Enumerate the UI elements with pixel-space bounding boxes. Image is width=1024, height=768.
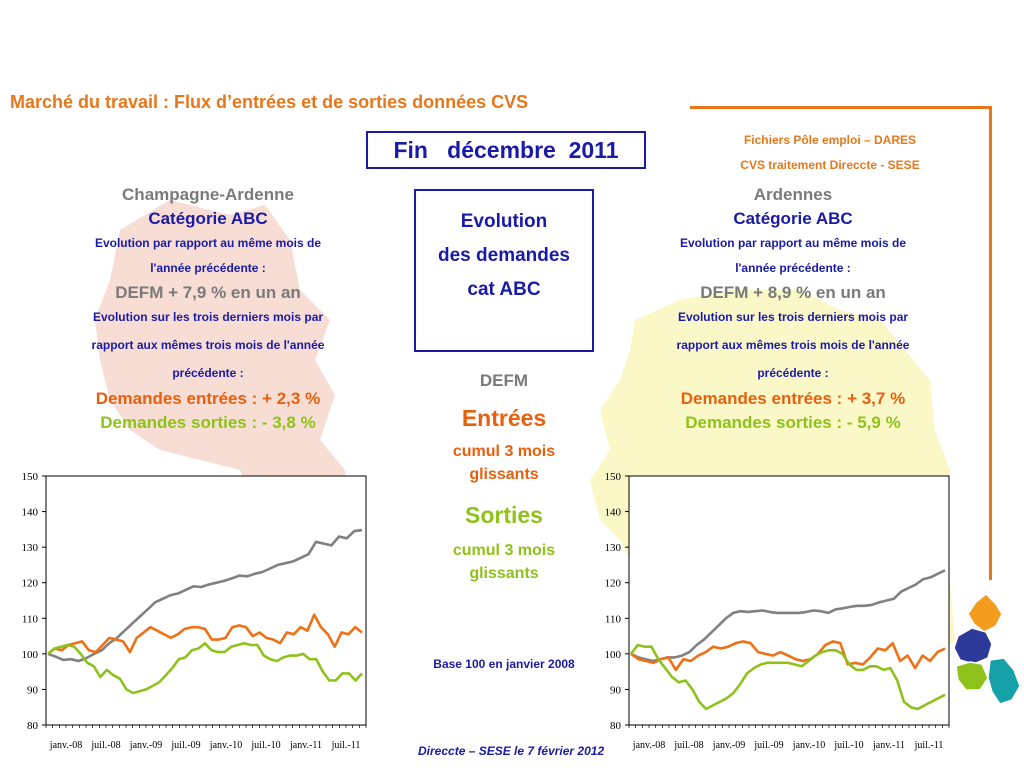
left-evo-same-month-2: l'année précédente :	[150, 261, 266, 275]
right-defm-line: DEFM + 8,9 % en un an	[700, 283, 886, 302]
source-line-1: Fichiers Pôle emploi – DARES	[743, 133, 917, 147]
legend-entrees-sub-2: glissants	[469, 466, 539, 483]
right-y-tick-label: 110	[605, 613, 622, 625]
right-y-tick-label: 80	[610, 720, 622, 732]
logo-piece-ardennes	[967, 592, 1003, 633]
right-category: Catégorie ABC	[733, 209, 853, 228]
left-y-tick-label: 110	[22, 613, 39, 625]
left-y-tick-label: 80	[27, 720, 39, 732]
footer-note: Direccte – SESE le 7 février 2012	[418, 744, 605, 758]
right-evo-three-2: rapport aux mêmes trois mois de l'année	[676, 338, 910, 352]
legend-sorties-sub-2: glissants	[469, 565, 539, 582]
logo-piece-aube	[955, 661, 989, 691]
evolution-box: Evolution des demandes cat ABC	[414, 189, 594, 352]
right-x-tick-label: juil.-10	[833, 740, 863, 751]
left-region-name: Champagne-Ardenne	[122, 185, 294, 204]
legend-sorties: Sorties	[465, 502, 543, 528]
title-vertical-divider	[989, 106, 992, 580]
right-series-line-1	[630, 640, 946, 672]
left-y-tick-label: 100	[22, 649, 39, 661]
map-left-shape	[95, 200, 350, 560]
right-evo-three-3: précédente :	[757, 366, 829, 380]
left-evo-three-3: précédente :	[172, 366, 244, 380]
source-line-2: CVS traitement Direccte - SESE	[740, 158, 920, 172]
left-series-line-0	[47, 528, 363, 663]
right-x-tick-label: janv.-10	[792, 740, 825, 751]
left-sorties-line: Demandes sorties : - 3,8 %	[100, 413, 316, 432]
legend-defm: DEFM	[479, 371, 529, 390]
period-label: Fin décembre 2011	[393, 137, 619, 163]
left-x-tick-label: janv.-08	[49, 740, 82, 751]
left-plot-area	[45, 475, 367, 726]
legend-sorties-sub-1: cumul 3 mois	[452, 542, 556, 559]
left-series-line-1	[47, 613, 363, 655]
right-y-tick-label: 90	[610, 684, 622, 696]
left-x-tick-label: juil.-09	[170, 740, 200, 751]
left-summary: Champagne-Ardenne Catégorie ABC Evolutio…	[58, 185, 358, 433]
right-x-tick-label: janv.-08	[632, 740, 665, 751]
left-y-tick-label: 90	[27, 684, 39, 696]
left-x-tick-label: janv.-09	[129, 740, 162, 751]
left-y-tick-label: 130	[22, 542, 39, 554]
left-y-tick-label: 120	[22, 578, 39, 590]
chart-champagne-ardenne: 80 90 100 110 120 130 140 150 janv.-08 juil.-08 ja…	[22, 471, 367, 751]
legend-entrees-sub-1: cumul 3 mois	[452, 443, 556, 460]
left-series-line-2	[47, 641, 363, 695]
right-x-tick-label: janv.-11	[872, 740, 905, 751]
evolution-line-1: Evolution	[460, 211, 548, 232]
center-legend: DEFM Entrées cumul 3 mois glissants Sort…	[414, 371, 594, 585]
evolution-line-2: des demandes	[438, 245, 570, 266]
chart-ardennes: 80 90 100 110 120 130 140 150 janv.-08 juil.-08 ja…	[605, 471, 950, 751]
right-y-tick-label: 150	[605, 471, 622, 483]
right-y-tick-label: 130	[605, 542, 622, 554]
left-x-tick-label: janv.-11	[289, 740, 322, 751]
left-x-tick-label: janv.-10	[209, 740, 242, 751]
left-defm-line: DEFM + 7,9 % en un an	[115, 283, 301, 302]
right-entrees-line: Demandes entrées : + 3,7 %	[680, 389, 906, 408]
base-note: Base 100 en janvier 2008	[433, 657, 575, 671]
period-box: Fin décembre 2011	[366, 131, 646, 169]
logo-piece-haute-marne	[987, 657, 1021, 705]
right-y-tick-label: 100	[605, 649, 622, 661]
right-summary: Ardennes Catégorie ABC Evolution par rap…	[643, 185, 943, 433]
right-x-tick-label: juil.-11	[914, 740, 944, 751]
right-plot-area	[628, 475, 950, 726]
right-evo-three-1: Evolution sur les trois derniers mois pa…	[677, 310, 909, 324]
right-x-tick-label: janv.-09	[712, 740, 745, 751]
left-x-tick-label: juil.-08	[90, 740, 120, 751]
left-entrees-line: Demandes entrées : + 2,3 %	[95, 389, 321, 408]
page-title: Marché du travail : Flux d’entrées et de…	[10, 92, 529, 112]
right-x-tick-label: juil.-09	[753, 740, 783, 751]
legend-entrees: Entrées	[461, 405, 547, 431]
right-y-tick-label: 140	[605, 507, 622, 519]
left-category: Catégorie ABC	[148, 209, 268, 228]
left-evo-same-month-1: Evolution par rapport au même mois de	[94, 236, 322, 250]
right-evo-same-month-2: l'année précédente :	[735, 261, 851, 275]
right-sorties-line: Demandes sorties : - 5,9 %	[685, 413, 901, 432]
logo-piece-marne	[953, 627, 993, 665]
title-divider	[690, 106, 992, 109]
left-x-tick-label: juil.-11	[331, 740, 361, 751]
right-region-name: Ardennes	[753, 185, 833, 204]
left-y-tick-label: 140	[22, 507, 39, 519]
right-series-line-2	[629, 643, 946, 711]
departments-logo	[953, 592, 1021, 705]
right-evo-same-month-1: Evolution par rapport au même mois de	[679, 236, 907, 250]
left-y-tick-label: 150	[22, 471, 39, 483]
left-evo-three-1: Evolution sur les trois derniers mois pa…	[92, 310, 324, 324]
left-evo-three-2: rapport aux mêmes trois mois de l'année	[91, 338, 325, 352]
right-x-tick-label: juil.-08	[673, 740, 703, 751]
right-y-tick-label: 120	[605, 578, 622, 590]
right-series-line-0	[630, 569, 946, 663]
evolution-line-3: cat ABC	[467, 279, 541, 300]
left-x-tick-label: juil.-10	[250, 740, 280, 751]
